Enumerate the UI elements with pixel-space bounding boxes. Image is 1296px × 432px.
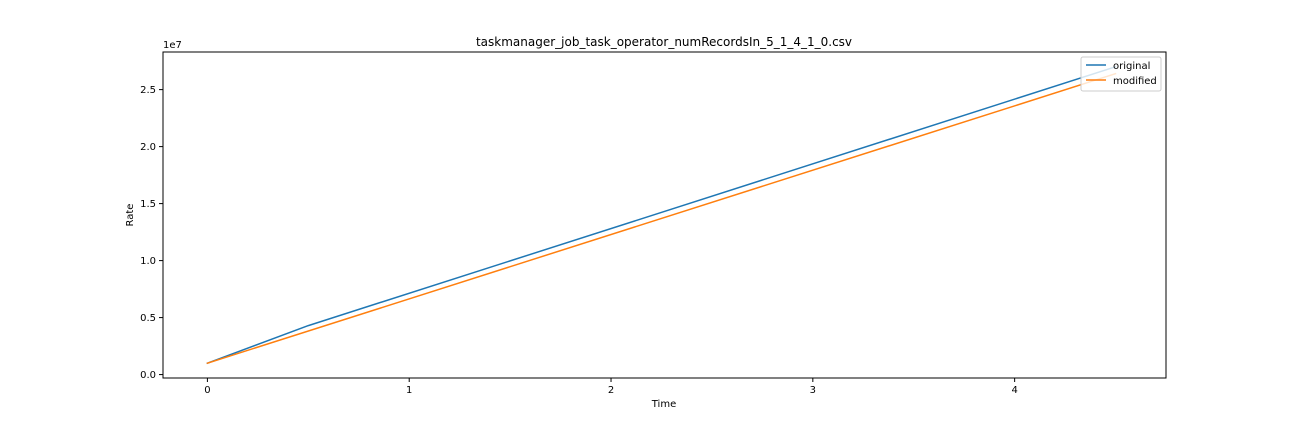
x-tick-label: 2 [608, 385, 614, 396]
y-tick-label: 2.5 [140, 85, 156, 96]
x-axis: 0 1 2 3 4 [204, 378, 1018, 396]
y-tick-label: 1.0 [140, 256, 156, 267]
y-tick-label: 2.0 [140, 142, 156, 153]
series-line-original [206, 65, 1117, 365]
y-axis-label: Rate [125, 204, 136, 227]
y-offset-label: 1e7 [163, 40, 182, 51]
legend-label-original: original [1113, 61, 1150, 72]
x-tick-label: 3 [810, 385, 816, 396]
x-axis-label: Time [651, 399, 676, 410]
y-tick-label: 0.5 [140, 313, 156, 324]
y-tick-label: 1.5 [140, 199, 156, 210]
legend-label-modified: modified [1113, 76, 1157, 87]
x-tick-label: 4 [1011, 385, 1017, 396]
plot-area-frame [162, 51, 1167, 379]
series-line-modified [206, 72, 1117, 365]
y-axis: 0.0 0.5 1.0 1.5 2.0 2.5 [140, 85, 163, 381]
x-tick-label: 0 [204, 385, 210, 396]
chart-title: taskmanager_job_task_operator_numRecords… [476, 35, 852, 49]
y-tick-label: 0.0 [140, 370, 156, 381]
legend: original modified [1080, 56, 1162, 92]
x-tick-label: 1 [406, 385, 412, 396]
